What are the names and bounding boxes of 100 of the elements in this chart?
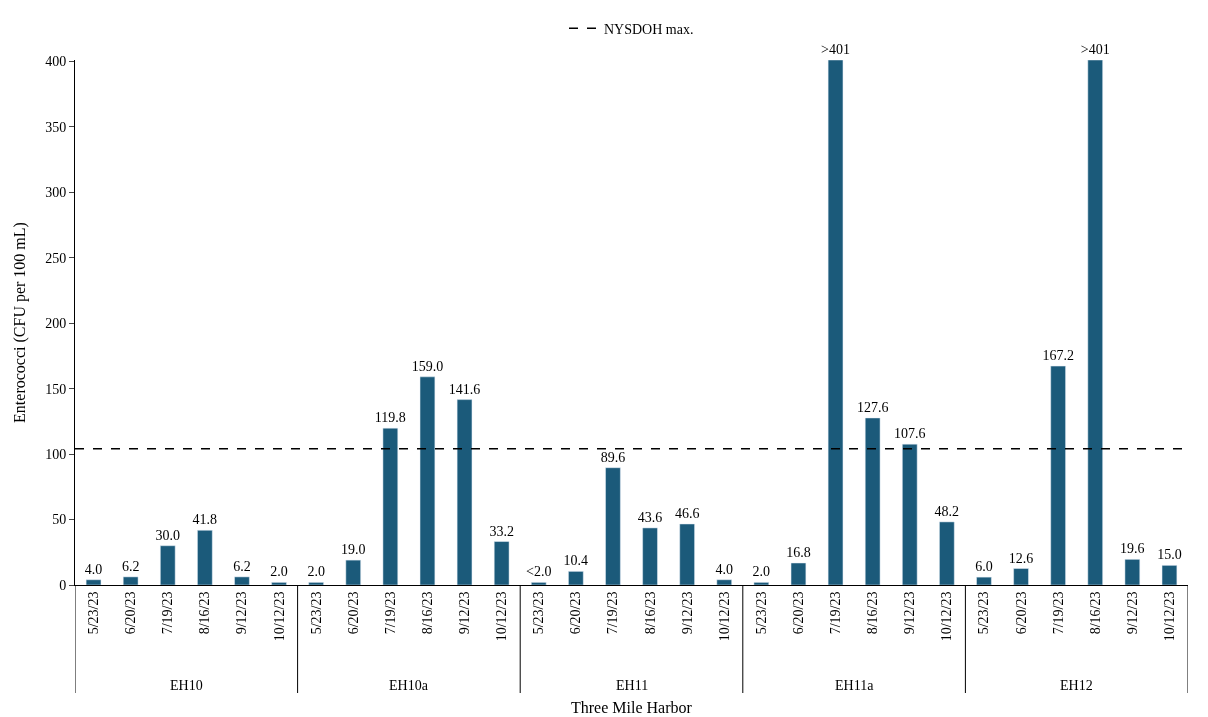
x-tick-label: 5/23/23	[976, 591, 992, 635]
x-tick-label: 6/20/23	[791, 591, 806, 635]
x-tick-label: 9/12/23	[902, 591, 918, 635]
x-tick-label: 5/23/23	[531, 591, 547, 635]
data-label: 16.8	[786, 545, 811, 560]
bar	[234, 576, 250, 585]
data-label: 19.6	[1120, 541, 1145, 557]
legend-label: NYSDOH max.	[604, 21, 694, 37]
data-label: 141.6	[448, 381, 481, 397]
data-label: 43.6	[637, 509, 663, 525]
y-axis-title: Enterococci (CFU per 100 mL)	[11, 222, 30, 423]
x-tick-label: 9/12/23	[1124, 591, 1140, 635]
x-tick-label: 8/16/23	[197, 591, 213, 635]
x-tick-label: 8/16/23	[642, 591, 658, 635]
data-label: 2.0	[270, 564, 288, 580]
bar	[679, 523, 695, 585]
data-label: 15.0	[1157, 547, 1182, 563]
data-label: 167.2	[1042, 348, 1074, 364]
bar	[419, 376, 436, 585]
bar	[122, 576, 139, 585]
bar	[976, 576, 992, 585]
x-tick-label: 7/19/23	[160, 591, 176, 635]
bar	[271, 582, 287, 585]
x-tick-label: 7/19/23	[382, 591, 398, 635]
bar	[939, 521, 955, 585]
x-tick-label: 8/16/23	[420, 591, 435, 635]
data-label: 10.4	[563, 553, 589, 569]
x-tick-label: 6/20/23	[123, 591, 139, 635]
data-label: 30.0	[155, 527, 180, 543]
bar	[642, 527, 658, 585]
bar	[1124, 559, 1141, 585]
y-tick-label: 50	[52, 512, 67, 528]
bar	[753, 582, 770, 585]
bar	[790, 562, 807, 585]
x-tick-label: 7/19/23	[1050, 591, 1066, 635]
y-tick-label: 200	[45, 316, 67, 332]
x-tick-label: 9/12/23	[679, 591, 695, 635]
bar	[568, 571, 584, 585]
data-label: 41.8	[192, 512, 218, 528]
x-tick-label: 10/12/23	[494, 591, 510, 642]
bar	[605, 467, 621, 585]
bar	[493, 541, 510, 585]
x-tick-label: 10/12/23	[1162, 591, 1177, 642]
data-label: 2.0	[307, 564, 325, 580]
data-label: 6.2	[121, 558, 140, 574]
data-label: 19.0	[341, 542, 366, 558]
data-label: 89.6	[600, 449, 626, 465]
x-tick-label: 7/19/23	[828, 591, 844, 635]
x-tick-label: 6/20/23	[568, 591, 584, 635]
data-label: 119.8	[374, 410, 406, 426]
y-tick-label: 300	[45, 185, 67, 201]
x-axis-title: Three Mile Harbor	[571, 699, 693, 716]
data-label: 33.2	[489, 523, 514, 539]
y-tick-label: 150	[45, 381, 67, 397]
bar	[827, 60, 844, 585]
x-tick-label: 9/12/23	[457, 591, 473, 635]
x-tick-label: 7/19/23	[605, 591, 621, 635]
data-label: <2.0	[526, 564, 552, 580]
y-tick-label: 400	[45, 54, 67, 70]
bar	[345, 559, 361, 585]
text: EH10	[170, 678, 203, 693]
x-tick-label: 8/16/23	[1087, 591, 1103, 635]
bar	[902, 443, 918, 585]
data-label: 4.0	[715, 561, 733, 577]
bar	[382, 427, 399, 585]
bar	[197, 530, 213, 585]
x-tick-label: 10/12/23	[939, 591, 955, 642]
data-label: 4.0	[84, 561, 103, 577]
data-label: 48.2	[934, 503, 960, 519]
bar	[456, 399, 473, 585]
text: EH11a	[835, 678, 875, 693]
x-tick-label: 9/12/23	[234, 591, 250, 635]
x-tick-label: 6/20/23	[345, 591, 361, 635]
x-tick-label: 5/23/23	[308, 591, 324, 635]
bar	[160, 545, 176, 585]
x-tick-label: 10/12/23	[716, 591, 732, 642]
data-label: >401	[1080, 42, 1110, 57]
text: EH12	[1060, 678, 1093, 693]
x-tick-label: 5/23/23	[86, 591, 102, 635]
y-tick-label: 0	[59, 577, 67, 593]
data-label: 6.2	[233, 558, 251, 574]
y-tick-label: 100	[45, 446, 67, 462]
text: EH10a	[389, 678, 429, 693]
bar	[1050, 365, 1066, 585]
data-label: 107.6	[894, 426, 926, 442]
bar	[1161, 565, 1178, 585]
bar	[864, 417, 881, 585]
data-label: 6.0	[975, 559, 993, 575]
data-label: 127.6	[856, 399, 889, 415]
data-label: 2.0	[752, 564, 771, 580]
data-label: 46.6	[674, 505, 700, 521]
x-tick-label: 5/23/23	[753, 591, 769, 635]
text: EH11	[616, 678, 649, 693]
bar	[85, 579, 102, 585]
bar	[531, 582, 547, 585]
bar	[1087, 60, 1103, 585]
bar	[716, 579, 732, 585]
bar	[1013, 568, 1029, 585]
y-tick-label: 350	[45, 119, 67, 135]
data-label: >401	[821, 42, 850, 57]
